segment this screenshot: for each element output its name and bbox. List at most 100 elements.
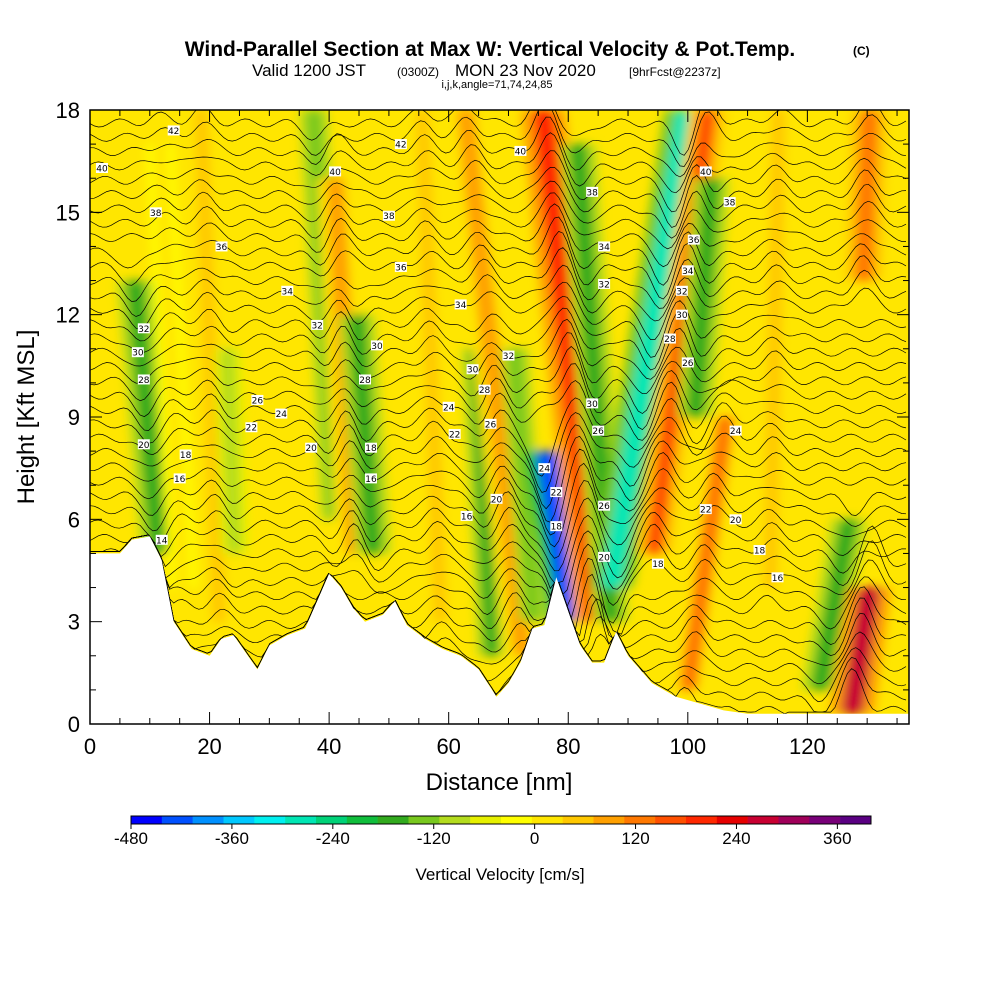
theta-contour-label: 20 <box>137 439 150 451</box>
y-tick-label: 0 <box>68 712 80 737</box>
theta-label-text: 30 <box>586 400 598 410</box>
theta-label-text: 22 <box>700 506 711 516</box>
theta-label-box <box>675 309 688 320</box>
theta-contour-label: 32 <box>502 350 515 362</box>
theta-contour-line <box>90 424 907 510</box>
y-tick-label: 9 <box>68 405 80 430</box>
theta-contour-label: 30 <box>370 340 383 352</box>
colorbar-swatch <box>809 816 841 824</box>
theta-label-box <box>137 439 150 450</box>
theta-label-text: 40 <box>515 147 527 157</box>
x-tick-label: 120 <box>789 734 826 759</box>
theta-label-box <box>245 422 258 433</box>
theta-contour-label: 40 <box>699 166 712 178</box>
theta-contour-label: 30 <box>675 309 688 321</box>
theta-label-text: 30 <box>467 366 479 376</box>
chart-subtitle: Valid 1200 JST (0300Z) MON 23 Nov 2020 [… <box>252 61 721 91</box>
theta-contour-label: 34 <box>681 265 694 277</box>
theta-contour-label: 18 <box>753 545 766 557</box>
theta-label-text: 38 <box>383 212 395 222</box>
velocity-band <box>220 348 242 554</box>
theta-contour-line <box>90 132 907 194</box>
theta-contour-label: 14 <box>155 534 168 546</box>
theta-label-box <box>663 333 676 344</box>
theta-contour-line <box>90 534 907 645</box>
theta-label-text: 32 <box>676 287 687 297</box>
theta-contour-line <box>90 203 907 268</box>
colorbar: -480 -360 -240 -120 0 120 240 360 <box>114 815 872 848</box>
theta-label-box <box>598 551 611 562</box>
theta-contour-label: 24 <box>275 408 288 420</box>
theta-contour-line <box>90 534 907 666</box>
velocity-band <box>810 519 859 690</box>
theta-contour-line <box>90 180 907 239</box>
theta-contour-line <box>90 523 907 596</box>
theta-label-box <box>681 357 694 368</box>
theta-contour-label: 42 <box>167 125 180 137</box>
theta-contour-line <box>90 363 907 431</box>
theta-label-text: 34 <box>598 243 610 253</box>
theta-label-box <box>131 347 144 358</box>
theta-label-text: 38 <box>724 199 736 209</box>
theta-label-text: 18 <box>652 560 664 570</box>
theta-contour-line <box>90 192 907 250</box>
theta-label-box <box>771 572 784 583</box>
theta-contour-label: 36 <box>394 261 407 273</box>
title-copyright: (C) <box>853 44 870 58</box>
theta-label-box <box>179 449 192 460</box>
theta-label-text: 32 <box>503 352 514 362</box>
theta-label-box <box>550 487 563 498</box>
theta-contour-label: 38 <box>586 186 599 198</box>
colorbar-swatch <box>316 816 348 824</box>
theta-contour-label: 20 <box>729 514 742 526</box>
theta-contour-line <box>90 281 907 340</box>
theta-contour-labels: 42 42 40 40 40 40 38 38 38 38 36 36 36 34 34 34 34 32 32 32… <box>95 125 784 584</box>
x-tick-label: 60 <box>436 734 460 759</box>
theta-label-text: 30 <box>371 342 383 352</box>
colorbar-tick-label: 120 <box>621 829 649 848</box>
velocity-band <box>854 110 879 281</box>
theta-label-text: 30 <box>132 349 144 359</box>
theta-contour-label: 20 <box>490 493 503 505</box>
theta-label-text: 40 <box>700 168 712 178</box>
theta-contour-label: 16 <box>173 473 186 485</box>
theta-contour-line <box>90 435 907 523</box>
theta-contour-label: 26 <box>251 394 264 406</box>
theta-contour-label: 22 <box>448 429 461 441</box>
theta-label-box <box>329 166 342 177</box>
theta-contour-label: 32 <box>675 285 688 297</box>
theta-label-text: 34 <box>682 267 694 277</box>
theta-contour-label: 36 <box>687 234 700 246</box>
theta-contour-label: 32 <box>137 323 150 335</box>
theta-contour-label: 34 <box>598 241 611 253</box>
theta-label-box <box>394 261 407 272</box>
colorbar-swatch <box>747 816 779 824</box>
theta-label-text: 18 <box>754 547 766 557</box>
theta-label-box <box>586 398 599 409</box>
theta-label-text: 28 <box>138 376 150 386</box>
x-tick-label: 80 <box>556 734 580 759</box>
theta-label-text: 20 <box>598 553 610 563</box>
theta-label-box <box>651 558 664 569</box>
theta-label-box <box>364 473 377 484</box>
theta-contour-label: 32 <box>311 319 324 331</box>
theta-label-text: 20 <box>491 495 503 505</box>
theta-label-text: 18 <box>365 444 377 454</box>
theta-label-text: 34 <box>455 301 467 311</box>
y-tick-label: 6 <box>68 507 80 532</box>
theta-contour-label: 16 <box>364 473 377 485</box>
theta-label-box <box>167 125 180 136</box>
theta-label-text: 42 <box>395 141 406 151</box>
theta-contour-line <box>90 534 907 645</box>
theta-label-text: 36 <box>216 243 228 253</box>
theta-label-box <box>137 374 150 385</box>
y-tick-label: 15 <box>56 200 80 225</box>
colorbar-swatch <box>562 816 594 824</box>
x-tick-label: 0 <box>84 734 96 759</box>
theta-contour-line <box>90 247 907 309</box>
x-tick-label: 20 <box>197 734 221 759</box>
velocity-band <box>678 417 736 690</box>
theta-contour-label: 28 <box>358 374 371 386</box>
theta-label-text: 26 <box>598 502 610 512</box>
colorbar-tick-label: -120 <box>417 829 451 848</box>
